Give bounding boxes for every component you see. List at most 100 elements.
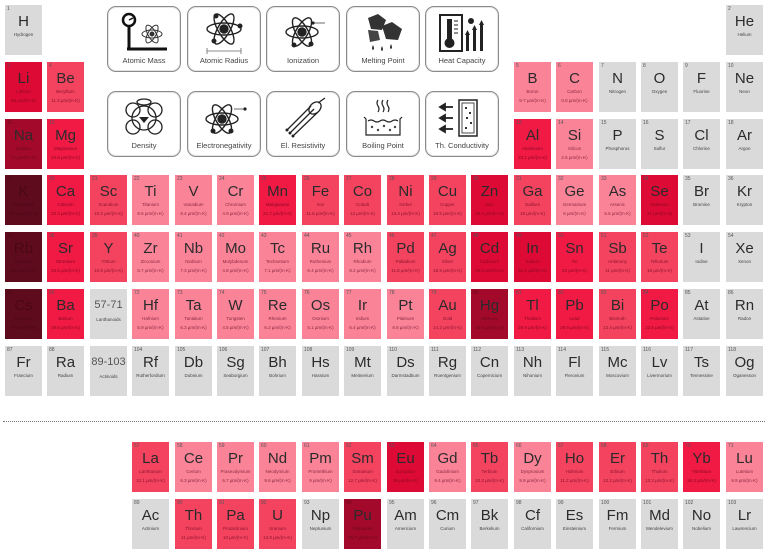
element-cell[interactable]: 91 Pa Protactinium 10 µm/(m·K)	[217, 499, 254, 549]
element-cell[interactable]: 101 Md Mendelevium	[641, 499, 678, 549]
melting-point-button[interactable]: Melting Point	[346, 6, 420, 72]
atomic-mass-button[interactable]: Atomic Mass	[107, 6, 181, 72]
element-cell[interactable]: 82 Pb Lead 28.9 µm/(m·K)	[556, 289, 593, 339]
element-cell[interactable]: 63 Eu Europium 35 µm/(m·K)	[387, 442, 424, 492]
element-cell[interactable]: 111 Rg Roentgenium	[429, 346, 466, 396]
element-cell[interactable]: 26 Fe Iron 11.8 µm/(m·K)	[302, 175, 339, 225]
element-cell[interactable]: 59 Pr Praseodymium 6.7 µm/(m·K)	[217, 442, 254, 492]
element-cell[interactable]: 29 Cu Copper 16.5 µm/(m·K)	[429, 175, 466, 225]
element-cell[interactable]: 108 Hs Hassium	[302, 346, 339, 396]
el-resistivity-button[interactable]: El. Resistivity	[266, 91, 340, 157]
element-cell[interactable]: 85 At Astatine	[683, 289, 720, 339]
element-cell[interactable]: 84 Po Polonium 23.5 µm/(m·K)	[641, 289, 678, 339]
element-cell[interactable]: 43 Tc Technetium 7.1 µm/(m·K)	[259, 232, 296, 282]
element-cell[interactable]: 99 Es Einsteinium	[556, 499, 593, 549]
ionization-button[interactable]: Ionization	[266, 6, 340, 72]
element-cell[interactable]: 52 Te Tellurium 18 µm/(m·K)	[641, 232, 678, 282]
element-cell[interactable]: 95 Am Americium	[387, 499, 424, 549]
element-cell[interactable]: 51 Sb Antimony 11 µm/(m·K)	[599, 232, 636, 282]
element-cell[interactable]: 67 Ho Holmium 11.2 µm/(m·K)	[556, 442, 593, 492]
element-cell[interactable]: 117 Ts Tennessine	[683, 346, 720, 396]
element-cell[interactable]: 87 Fr Francium	[5, 346, 42, 396]
electronegativity-button[interactable]: Electronegativity	[187, 91, 261, 157]
element-cell[interactable]: 4 Be Beryllium 11.3 µm/(m·K)	[47, 62, 84, 112]
boiling-point-button[interactable]: Boiling Point	[346, 91, 420, 157]
element-cell[interactable]: 3 Li Lithium 46 µm/(m·K)	[5, 62, 42, 112]
element-cell[interactable]: 42 Mo Molybdenum 4.8 µm/(m·K)	[217, 232, 254, 282]
element-cell[interactable]: 88 Ra Radium	[47, 346, 84, 396]
element-cell[interactable]: 11 Na Sodium 71 µm/(m·K)	[5, 119, 42, 169]
element-cell[interactable]: 2 He Helium	[726, 5, 763, 55]
element-cell[interactable]: 12 Mg Magnesium 24.8 µm/(m·K)	[47, 119, 84, 169]
th-conductivity-button[interactable]: Th. Conductivity	[425, 91, 499, 157]
element-cell[interactable]: 71 Lu Lutetium 9.9 µm/(m·K)	[726, 442, 763, 492]
element-cell[interactable]: 112 Cn Copernicium	[471, 346, 508, 396]
element-cell[interactable]: 79 Au Gold 14.2 µm/(m·K)	[429, 289, 466, 339]
element-cell[interactable]: 21 Sc Scandium 10.2 µm/(m·K)	[90, 175, 127, 225]
element-cell[interactable]: 78 Pt Platinum 8.8 µm/(m·K)	[387, 289, 424, 339]
element-cell[interactable]: 86 Rn Radon	[726, 289, 763, 339]
element-cell[interactable]: 20 Ca Calcium 22.3 µm/(m·K)	[47, 175, 84, 225]
element-cell[interactable]: 93 Np Neptunium	[302, 499, 339, 549]
element-cell[interactable]: 37 Rb Rubidium 90 µm/(m·K)	[5, 232, 42, 282]
element-cell[interactable]: 10 Ne Neon	[726, 62, 763, 112]
element-cell[interactable]: 17 Cl Chlorine	[683, 119, 720, 169]
element-cell[interactable]: 68 Er Erbium 12.2 µm/(m·K)	[599, 442, 636, 492]
element-cell[interactable]: 40 Zr Zirconium 5.7 µm/(m·K)	[132, 232, 169, 282]
element-cell[interactable]: 32 Ge Germanium 6 µm/(m·K)	[556, 175, 593, 225]
element-cell[interactable]: 75 Re Rhenium 6.2 µm/(m·K)	[259, 289, 296, 339]
element-cell[interactable]: 107 Bh Bohrium	[259, 346, 296, 396]
element-cell[interactable]: 104 Rf Rutherfordium	[132, 346, 169, 396]
element-cell[interactable]: 81 Tl Thallium 29.9 µm/(m·K)	[514, 289, 551, 339]
element-cell[interactable]: 7 N Nitrogen	[599, 62, 636, 112]
element-cell[interactable]: 102 No Nobelium	[683, 499, 720, 549]
element-cell[interactable]: 90 Th Thorium 11 µm/(m·K)	[175, 499, 212, 549]
element-cell[interactable]: 18 Ar Argon	[726, 119, 763, 169]
element-cell[interactable]: 54 Xe Xenon	[726, 232, 763, 282]
element-cell[interactable]: 49 In Indium 32.1 µm/(m·K)	[514, 232, 551, 282]
element-cell[interactable]: 31 Ga Gallium 18 µm/(m·K)	[514, 175, 551, 225]
element-cell[interactable]: 103 Lr Lawrencium	[726, 499, 763, 549]
element-cell[interactable]: 39 Y Yttrium 10.6 µm/(m·K)	[90, 232, 127, 282]
density-button[interactable]: Density	[107, 91, 181, 157]
element-cell[interactable]: 53 I Iodine	[683, 232, 720, 282]
element-cell[interactable]: 69 Th Thulium 13.3 µm/(m·K)	[641, 442, 678, 492]
element-cell[interactable]: 56 Ba Barium 20.6 µm/(m·K)	[47, 289, 84, 339]
element-cell[interactable]: 22 Ti Titanium 8.6 µm/(m·K)	[132, 175, 169, 225]
element-cell[interactable]: 27 Co Cobalt 13 µm/(m·K)	[344, 175, 381, 225]
element-cell[interactable]: 33 As Arsenic 5.6 µm/(m·K)	[599, 175, 636, 225]
element-cell[interactable]: 24 Cr Chromium 4.9 µm/(m·K)	[217, 175, 254, 225]
element-cell[interactable]: 97 Bk Berkelium	[471, 499, 508, 549]
element-cell[interactable]: 48 Cd Cadmium 30.8 µm/(m·K)	[471, 232, 508, 282]
element-cell[interactable]: 80 Hg Mercury 60.4 µm/(m·K)	[471, 289, 508, 339]
element-cell[interactable]: 61 Pm Promethium 9 µm/(m·K)	[302, 442, 339, 492]
element-cell[interactable]: 64 Gd Gadolinium 9.4 µm/(m·K)	[429, 442, 466, 492]
element-cell[interactable]: 45 Rh Rhodium 8.2 µm/(m·K)	[344, 232, 381, 282]
element-cell[interactable]: 118 Og Oganesson	[726, 346, 763, 396]
element-cell[interactable]: 116 Lv Livermorium	[641, 346, 678, 396]
element-cell[interactable]: 105 Db Dubnium	[175, 346, 212, 396]
element-cell[interactable]: 23 V Vanadium 8.4 µm/(m·K)	[175, 175, 212, 225]
element-cell[interactable]: 89-103 Actinoids	[90, 346, 127, 396]
element-cell[interactable]: 62 Sm Samarium 12.7 µm/(m·K)	[344, 442, 381, 492]
element-cell[interactable]: 50 Sn Tin 22 µm/(m·K)	[556, 232, 593, 282]
element-cell[interactable]: 110 Ds Darmstadtium	[387, 346, 424, 396]
element-cell[interactable]: 100 Fm Fermium	[599, 499, 636, 549]
element-cell[interactable]: 83 Bi Bismuth 13.4 µm/(m·K)	[599, 289, 636, 339]
element-cell[interactable]: 15 P Phosphorus	[599, 119, 636, 169]
element-cell[interactable]: 34 Se Selenium 37 µm/(m·K)	[641, 175, 678, 225]
element-cell[interactable]: 38 Sr Strontium 22.5 µm/(m·K)	[47, 232, 84, 282]
element-cell[interactable]: 73 Ta Tantalum 6.3 µm/(m·K)	[175, 289, 212, 339]
element-cell[interactable]: 44 Ru Ruthenium 6.4 µm/(m·K)	[302, 232, 339, 282]
element-cell[interactable]: 14 Si Silicon 2.6 µm/(m·K)	[556, 119, 593, 169]
element-cell[interactable]: 13 Al Aluminium 23.1 µm/(m·K)	[514, 119, 551, 169]
element-cell[interactable]: 77 Ir Iridium 6.4 µm/(m·K)	[344, 289, 381, 339]
element-cell[interactable]: 114 Fl Flerovium	[556, 346, 593, 396]
element-cell[interactable]: 57-71 Lanthanoids	[90, 289, 127, 339]
element-cell[interactable]: 58 Ce Cerium 6.3 µm/(m·K)	[175, 442, 212, 492]
element-cell[interactable]: 70 Yb Ytterbium 26.3 µm/(m·K)	[683, 442, 720, 492]
element-cell[interactable]: 28 Ni Nickel 13.4 µm/(m·K)	[387, 175, 424, 225]
heat-capacity-button[interactable]: Heat Capacity	[425, 6, 499, 72]
element-cell[interactable]: 106 Sg Seaborgium	[217, 346, 254, 396]
element-cell[interactable]: 109 Mt Meitnerium	[344, 346, 381, 396]
